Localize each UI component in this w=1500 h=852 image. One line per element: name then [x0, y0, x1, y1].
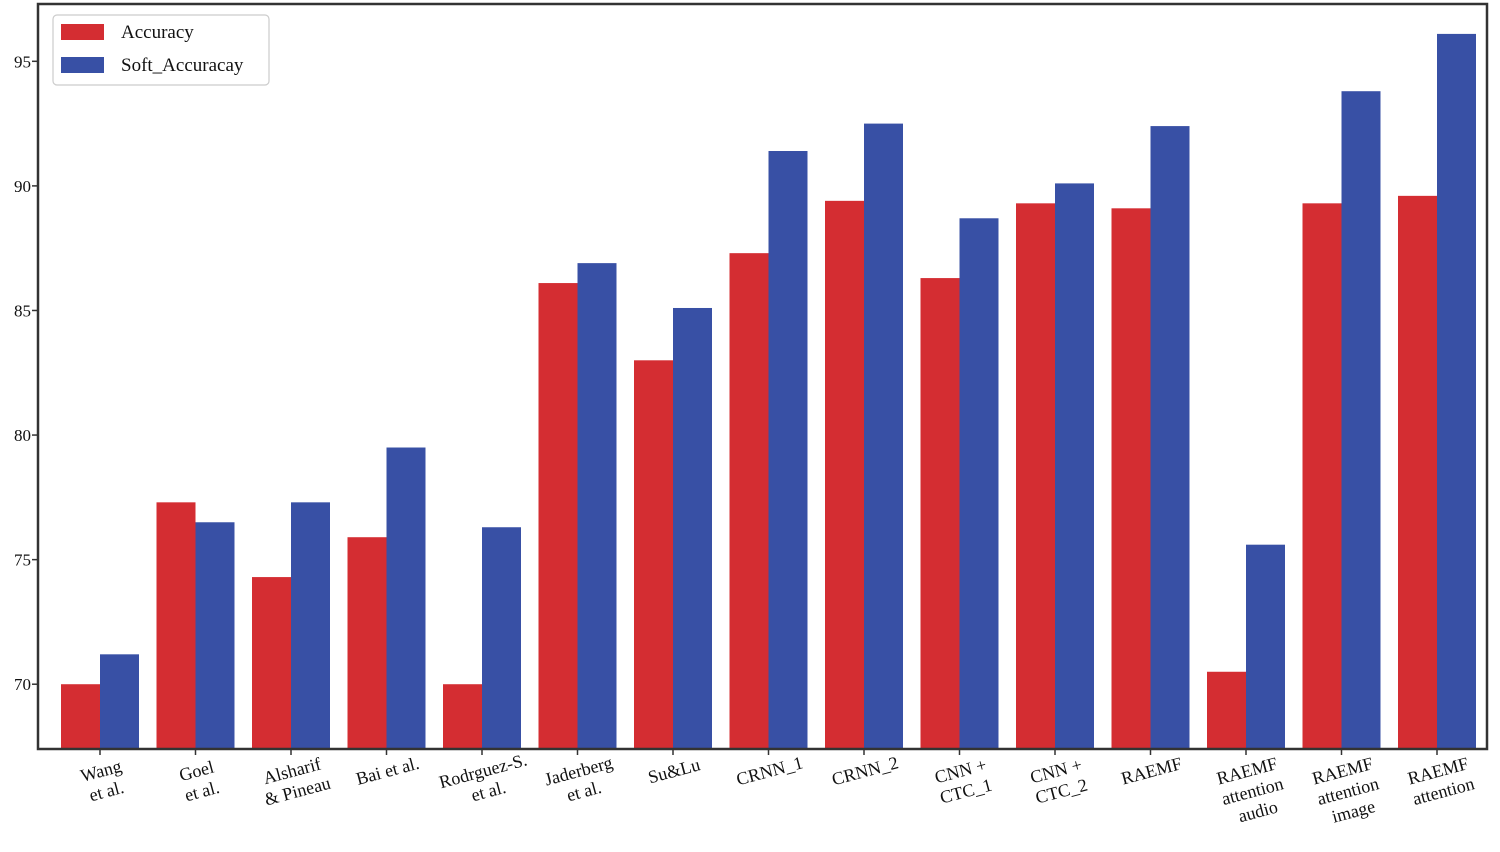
x-tick-label-7: CRNN_1 [734, 752, 805, 789]
bar-soft-accuracy-13 [1341, 91, 1381, 750]
x-tick-label-line: CRNN_2 [830, 752, 901, 789]
legend: Accuracy Soft_Accuracay [52, 14, 270, 86]
y-tick-label-0: 70 [14, 675, 31, 694]
bar-soft-accuracy-2 [291, 502, 330, 749]
legend-swatch-0 [61, 24, 104, 40]
bar-soft-accuracy-7 [768, 151, 808, 749]
x-tick-label-8: CRNN_2 [830, 752, 901, 789]
y-axis: 70 75 80 85 90 95 [14, 52, 38, 694]
x-tick-label-line: CRNN_1 [734, 752, 805, 789]
y-tick-label-5: 95 [14, 52, 31, 71]
bar-accuracy-12 [1207, 671, 1246, 749]
x-tick-label-line: RAEMF [1119, 753, 1184, 788]
bar-soft-accuracy-8 [864, 123, 903, 750]
bar-soft-accuracy-11 [1150, 126, 1190, 749]
legend-label-0: Accuracy [121, 22, 194, 43]
x-tick-label-line: Su&Lu [646, 754, 702, 787]
x-tick-label-line: Bai et al. [354, 753, 421, 789]
bar-accuracy-8 [825, 200, 864, 749]
x-tick-label-10: CNN +CTC_2 [1028, 754, 1090, 807]
bar-accuracy-2 [252, 577, 291, 749]
bar-accuracy-14 [1398, 195, 1437, 749]
legend-label-1: Soft_Accuracay [121, 55, 244, 76]
bar-accuracy-13 [1302, 203, 1342, 749]
bar-accuracy-0 [61, 684, 100, 749]
bar-accuracy-5 [538, 283, 578, 749]
bars-layer [61, 33, 1476, 750]
bar-soft-accuracy-9 [959, 218, 999, 749]
bar-accuracy-11 [1111, 208, 1151, 749]
bar-accuracy-10 [1016, 203, 1055, 749]
x-tick-label-3: Bai et al. [354, 753, 421, 789]
bar-accuracy-6 [634, 360, 673, 749]
y-tick-label-1: 75 [14, 551, 31, 570]
bar-accuracy-4 [443, 684, 482, 749]
bar-soft-accuracy-6 [673, 307, 712, 749]
plot-frame [36, 2, 1489, 751]
x-tick-label-6: Su&Lu [646, 754, 702, 787]
x-tick-label-2: Alsharif& Pineau [261, 754, 333, 810]
y-tick-label-2: 80 [14, 426, 31, 445]
x-tick-label-4: Rodrguez-S.et al. [437, 750, 529, 806]
bar-soft-accuracy-1 [195, 522, 235, 749]
bar-accuracy-3 [347, 537, 387, 749]
legend-box [52, 14, 270, 86]
bar-soft-accuracy-5 [577, 263, 617, 749]
bar-soft-accuracy-3 [386, 447, 426, 749]
bar-soft-accuracy-12 [1246, 544, 1285, 749]
bar-soft-accuracy-0 [100, 654, 139, 749]
bar-soft-accuracy-14 [1437, 33, 1476, 750]
y-tick-label-4: 90 [14, 177, 31, 196]
bar-soft-accuracy-10 [1055, 183, 1094, 749]
bar-accuracy-1 [156, 502, 196, 749]
bar-accuracy-9 [920, 278, 960, 749]
x-tick-label-9: CNN +CTC_1 [933, 754, 995, 807]
bar-accuracy-7 [729, 253, 769, 749]
bar-soft-accuracy-4 [482, 527, 521, 749]
legend-swatch-1 [61, 57, 104, 73]
x-tick-label-11: RAEMF [1119, 753, 1184, 788]
y-tick-label-3: 85 [14, 301, 31, 320]
